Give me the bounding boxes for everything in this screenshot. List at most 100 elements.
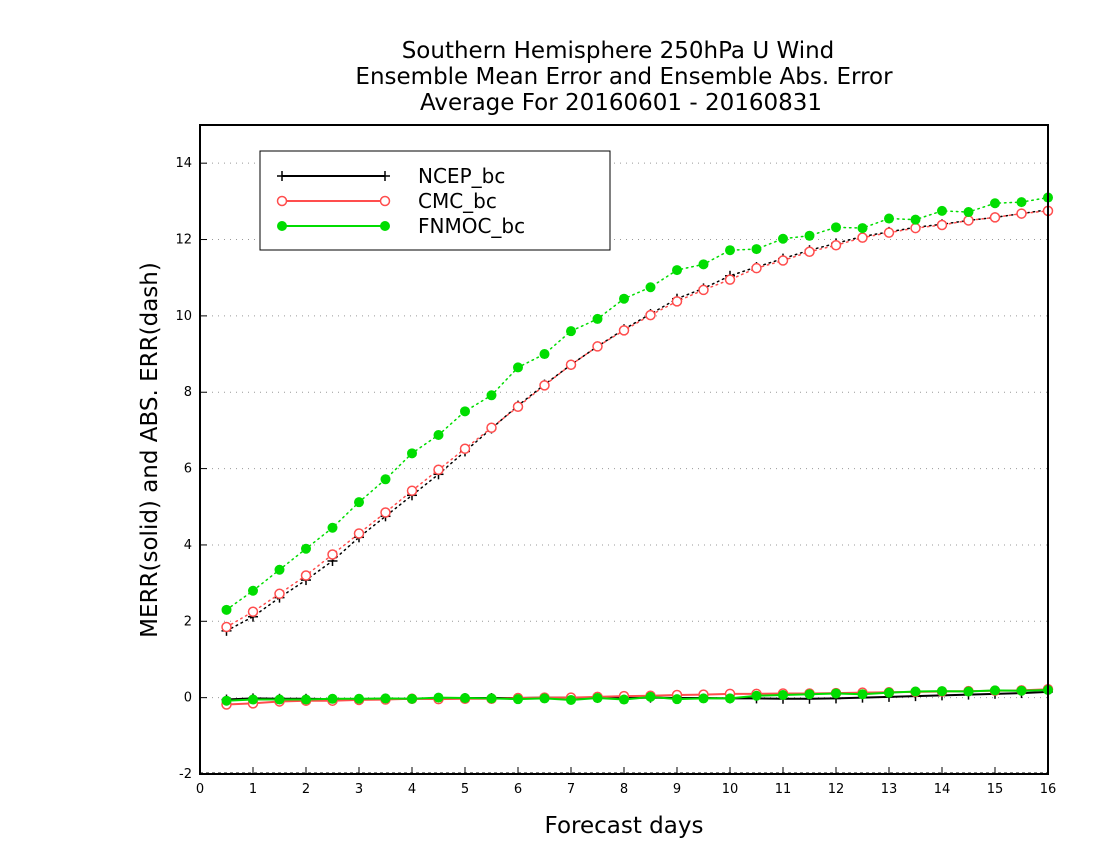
abs-err-point <box>645 309 656 321</box>
x-tick-label: 8 <box>620 782 628 797</box>
y-axis-label: MERR(solid) and ABS. ERR(dash) <box>137 262 163 638</box>
abs-err-line-fnmoc-bc <box>225 196 1049 611</box>
abs-err-point <box>777 255 789 266</box>
legend-marker <box>277 171 287 181</box>
merr-point <box>672 694 682 705</box>
abs-err-point <box>221 604 232 615</box>
x-axis: 0 1 2 3 4 5 6 7 8 9 10 11 12 13 14 15 16 <box>196 767 1056 797</box>
abs-err-point <box>645 282 656 293</box>
series-ncep-bc <box>221 204 1053 705</box>
x-tick-label: 7 <box>567 782 575 797</box>
merr-point <box>751 690 762 701</box>
abs-err-point <box>884 213 894 224</box>
merr-point <box>698 693 709 704</box>
abs-err-point <box>327 522 338 533</box>
merr-point <box>486 693 497 704</box>
x-tick-label: 10 <box>722 782 739 797</box>
abs-err-point <box>433 429 444 440</box>
merr-point <box>433 692 444 703</box>
legend-marker <box>380 221 390 231</box>
merr-point <box>831 688 841 699</box>
legend-item-ncep-bc: NCEP_bc <box>277 164 505 188</box>
abs-err-point <box>618 325 630 336</box>
legend-marker <box>380 171 390 181</box>
merr-point <box>221 695 232 706</box>
abs-err-point <box>672 265 682 276</box>
merr-point <box>804 689 815 700</box>
abs-err-point <box>539 349 550 360</box>
title-line-2: Ensemble Mean Error and Ensemble Abs. Er… <box>355 64 893 90</box>
abs-err-point <box>221 621 232 633</box>
legend-item-fnmoc-bc: FNMOC_bc <box>277 214 525 238</box>
abs-err-point <box>804 246 815 257</box>
x-tick-label: 5 <box>461 782 469 797</box>
merr-point <box>990 685 1000 696</box>
merr-point <box>725 693 735 704</box>
abs-err-point <box>486 390 497 401</box>
y-tick-label: 0 <box>184 691 192 706</box>
abs-err-point <box>248 585 258 596</box>
x-tick-label: 11 <box>775 782 792 797</box>
grid-lines <box>200 162 1048 774</box>
abs-err-point <box>910 222 921 234</box>
abs-err-point <box>512 401 524 412</box>
abs-err-point <box>300 570 312 581</box>
abs-err-point <box>778 233 788 244</box>
abs-err-point <box>619 293 629 304</box>
abs-err-point <box>354 497 364 508</box>
series-layer <box>221 192 1054 710</box>
abs-err-point <box>751 262 762 274</box>
title-line-1: Southern Hemisphere 250hPa U Wind <box>402 38 835 64</box>
abs-err-point <box>407 448 417 459</box>
chart-title: Southern Hemisphere 250hPa U Wind Ensemb… <box>355 38 893 116</box>
abs-err-point <box>963 207 974 218</box>
merr-point <box>778 689 788 700</box>
abs-err-point <box>380 474 391 485</box>
y-tick-label: 14 <box>175 156 192 171</box>
abs-err-line-ncep-bc <box>225 209 1049 632</box>
abs-err-point <box>671 296 683 307</box>
abs-err-point <box>989 212 1001 223</box>
abs-err-point <box>459 443 471 454</box>
merr-point <box>963 686 974 697</box>
merr-point <box>910 686 921 697</box>
abs-err-point <box>857 223 868 234</box>
merr-point <box>354 693 364 704</box>
merr-point <box>513 694 523 705</box>
abs-err-point <box>724 274 736 285</box>
merr-point <box>539 693 550 704</box>
merr-point <box>274 694 285 705</box>
abs-err-point <box>247 606 259 617</box>
merr-point <box>619 694 629 705</box>
abs-err-point <box>751 244 762 255</box>
abs-err-point <box>936 219 948 231</box>
abs-err-point <box>857 232 868 243</box>
abs-err-point <box>301 543 311 554</box>
abs-err-point <box>353 528 365 539</box>
abs-err-line-cmc-bc <box>225 210 1049 628</box>
abs-err-point <box>460 406 470 417</box>
abs-err-point <box>937 205 947 216</box>
y-tick-label: -2 <box>179 767 192 782</box>
y-tick-label: 12 <box>175 233 192 248</box>
abs-err-point <box>698 284 709 296</box>
abs-err-point <box>513 362 523 373</box>
abs-err-point <box>830 240 842 251</box>
abs-err-point <box>883 227 895 238</box>
x-tick-label: 15 <box>987 782 1004 797</box>
abs-err-point <box>698 259 709 270</box>
legend-label: FNMOC_bc <box>418 214 525 238</box>
abs-err-point <box>910 214 921 225</box>
legend-marker <box>276 195 288 207</box>
abs-err-point <box>486 422 497 433</box>
merr-point <box>380 693 391 704</box>
x-tick-label: 3 <box>355 782 363 797</box>
x-tick-label: 4 <box>408 782 416 797</box>
abs-err-point <box>725 245 735 256</box>
x-tick-label: 6 <box>514 782 522 797</box>
abs-err-point <box>274 564 285 575</box>
merr-point <box>592 693 603 704</box>
legend-marker <box>379 195 391 207</box>
